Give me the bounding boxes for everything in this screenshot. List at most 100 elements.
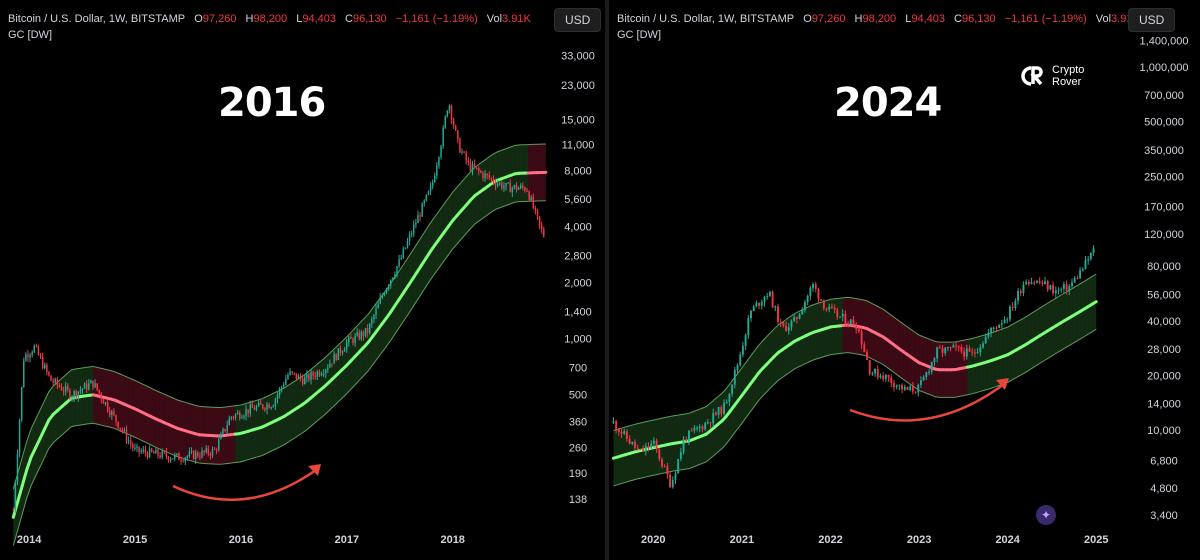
price-chart-2024[interactable]: 1,400,000 1,000,000 700,000 500,000 350,000 2…	[609, 0, 1200, 560]
candle-body	[358, 332, 361, 340]
candle-body	[785, 325, 788, 331]
candle-body	[442, 127, 444, 147]
candle-body	[150, 448, 153, 452]
currency-button[interactable]: USD	[554, 8, 602, 32]
y-axis-tick-label: 10,000	[1147, 425, 1181, 437]
sparkle-icon[interactable]: ✦	[1036, 505, 1056, 525]
candle-body	[644, 445, 647, 452]
candle-body	[782, 322, 785, 326]
candle-body	[127, 440, 130, 442]
candle-body	[844, 313, 847, 324]
candle-body	[312, 372, 314, 376]
candle-body	[540, 224, 543, 230]
candle-body	[938, 347, 941, 349]
candle-body	[941, 348, 944, 353]
candle-body	[429, 185, 432, 192]
candle-body	[96, 383, 98, 390]
candle-body	[436, 165, 438, 177]
low-value: 94,403	[911, 13, 945, 25]
candle-body	[669, 474, 672, 488]
candle-body	[408, 234, 411, 242]
candle-body	[528, 191, 530, 200]
candle-body	[387, 285, 390, 289]
candle-body	[23, 360, 25, 388]
candle-body	[465, 152, 467, 161]
candle-body	[222, 428, 224, 434]
candle-body	[779, 322, 782, 324]
candle-body	[663, 466, 666, 468]
candle-body	[27, 354, 29, 358]
candle-body	[194, 452, 197, 460]
candle-body	[106, 402, 109, 411]
candle-body	[270, 407, 272, 409]
indicator-label[interactable]: GC [DW]	[8, 29, 52, 41]
candle-body	[714, 412, 717, 415]
candle-body	[104, 402, 107, 404]
candle-body	[316, 371, 319, 377]
candle-body	[623, 431, 626, 434]
candle-body	[155, 449, 157, 454]
candle-body	[444, 116, 446, 128]
band-center-line	[33, 437, 42, 450]
candle-body	[247, 409, 249, 414]
candle-body	[381, 295, 384, 298]
candle-body	[987, 332, 990, 337]
candle-body	[795, 317, 798, 319]
candle-body	[211, 448, 214, 456]
candle-body	[1014, 300, 1017, 308]
candle-body	[431, 182, 434, 186]
candle-body	[360, 331, 363, 340]
band-center-line	[29, 446, 37, 459]
cr-logo-icon	[1021, 66, 1043, 86]
candle-body	[218, 439, 220, 450]
candle-body	[396, 266, 398, 275]
candle-body	[299, 375, 302, 379]
close-value: 96,130	[962, 13, 996, 25]
currency-button[interactable]: USD	[1128, 8, 1176, 32]
candle-body	[398, 259, 400, 267]
candle-body	[1076, 277, 1079, 279]
chart-title: 2016	[218, 80, 326, 126]
candle-body	[406, 241, 409, 248]
candle-body	[67, 386, 69, 390]
candle-body	[1084, 260, 1087, 270]
chart-panel-2024[interactable]: 1,400,000 1,000,000 700,000 500,000 350,000 2…	[609, 0, 1200, 560]
candle-body	[241, 417, 243, 419]
candle-body	[215, 449, 218, 451]
candle-body	[446, 110, 449, 117]
price-chart-2016[interactable]: 33,000 23,000 15,000 11,000 8,000 5,600 4,000 2…	[0, 0, 605, 560]
candle-body	[283, 384, 285, 387]
x-axis-tick-label: 2023	[907, 534, 931, 546]
candle-body	[213, 448, 216, 450]
candle-body	[117, 421, 119, 428]
candle-body	[488, 175, 491, 179]
candle-body	[83, 383, 86, 389]
candle-body	[413, 224, 415, 234]
candle-body	[306, 374, 308, 378]
chart-panel-2016[interactable]: 33,000 23,000 15,000 11,000 8,000 5,600 4,000 2…	[0, 0, 605, 560]
candle-body	[276, 394, 279, 400]
candle-body	[402, 248, 405, 258]
candle-body	[882, 375, 885, 380]
candle-body	[909, 386, 912, 391]
candle-body	[725, 401, 728, 403]
candle-body	[642, 449, 645, 452]
candle-body	[922, 376, 925, 381]
candle-body	[631, 441, 634, 444]
indicator-label[interactable]: GC [DW]	[617, 29, 661, 41]
candle-body	[327, 367, 329, 370]
candle-body	[774, 306, 777, 308]
candle-body	[178, 453, 180, 461]
candle-body	[828, 306, 831, 310]
candle-body	[1025, 281, 1028, 285]
candle-body	[52, 380, 54, 383]
candle-body	[982, 343, 984, 348]
candle-body	[362, 331, 365, 336]
candle-body	[434, 176, 436, 183]
candle-body	[473, 163, 476, 168]
y-axis-tick-label: 28,000	[1147, 344, 1181, 356]
candle-body	[839, 316, 841, 318]
y-axis-tick-label: 3,400	[1150, 510, 1178, 522]
candle-body	[452, 119, 455, 126]
candle-body	[534, 207, 537, 210]
